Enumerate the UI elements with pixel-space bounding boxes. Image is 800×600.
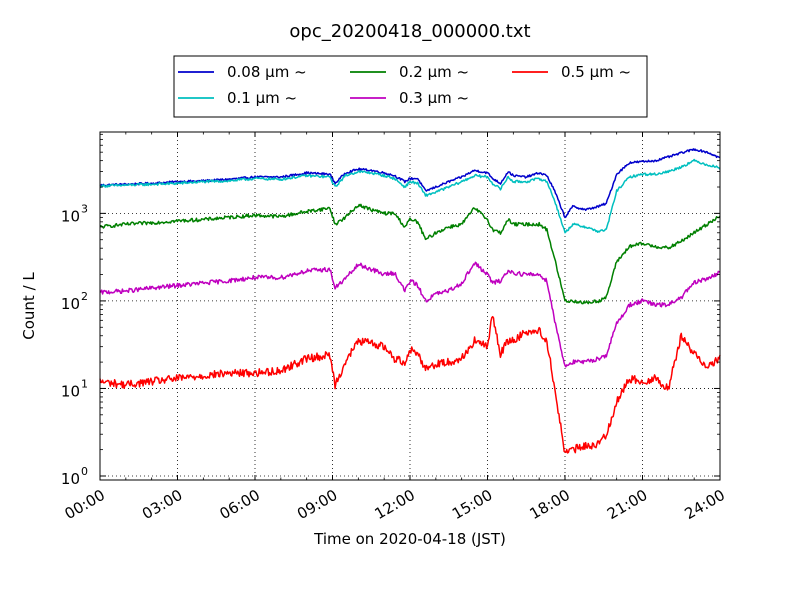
y-axis-label: Count / L: [20, 272, 38, 340]
y-tick-label-base: 10: [61, 470, 80, 488]
x-axis-label: Time on 2020-04-18 (JST): [313, 530, 506, 548]
legend: 0.08 μm ~ 0.1 μm ~ 0.2 μm ~ 0.3 μm ~ 0.5 μm …: [173, 55, 648, 118]
legend-label: 0.1 μm ~: [227, 89, 297, 107]
series-line: [99, 203, 721, 305]
y-tick-label-exponent: 3: [81, 202, 88, 215]
y-tick-label-exponent: 0: [81, 465, 88, 478]
y-tick-label: 10 3: [61, 202, 88, 225]
legend-label: 0.2 μm ~: [399, 63, 469, 81]
y-tick-label: 10 0: [61, 465, 88, 488]
series-line: [99, 261, 721, 368]
y-tick-label-exponent: 2: [81, 290, 88, 303]
chart-title: opc_20200418_000000.txt: [289, 21, 530, 42]
series-line: [99, 158, 721, 234]
series-line: [99, 315, 721, 454]
legend-label: 0.08 μm ~: [227, 63, 307, 81]
series-lines: [99, 148, 721, 454]
legend-box: [173, 55, 648, 118]
y-tick-label-exponent: 1: [81, 377, 88, 390]
y-tick-label-base: 10: [61, 207, 80, 225]
legend-label: 0.3 μm ~: [399, 89, 469, 107]
y-tick-label: 10 1: [61, 377, 88, 400]
y-tick-label-base: 10: [61, 382, 80, 400]
y-tick-label: 10 2: [61, 290, 88, 313]
legend-label: 0.5 μm ~: [561, 63, 631, 81]
y-tick-label-base: 10: [61, 295, 80, 313]
series-line: [99, 148, 721, 219]
grid: [100, 132, 720, 480]
